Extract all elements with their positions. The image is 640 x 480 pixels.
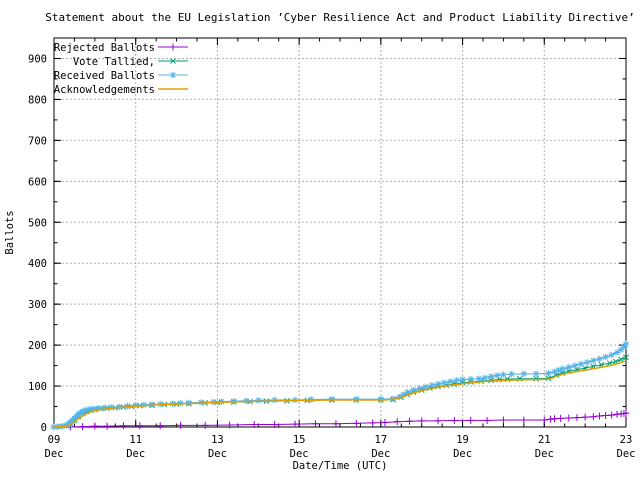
x-tick-label-day: 13 <box>211 434 224 446</box>
y-tick-label: 900 <box>28 53 47 65</box>
legend: Rejected Ballots Vote Tallied, Received Ba… <box>54 42 188 96</box>
x-tick-label-month: Dec <box>290 448 309 460</box>
y-tick-label: 600 <box>28 176 47 188</box>
y-axis-label: Ballots <box>4 210 16 254</box>
x-tick-label-day: 11 <box>129 434 142 446</box>
series-line <box>53 356 627 428</box>
x-tick-label-month: Dec <box>126 448 145 460</box>
y-tick-label: 0 <box>41 422 47 434</box>
legend-marker <box>170 58 176 64</box>
y-tick-label: 800 <box>28 94 47 106</box>
series-vote-tallied <box>51 354 629 430</box>
series-received-ballots <box>50 340 630 431</box>
y-tick-label: 100 <box>28 381 47 393</box>
series <box>50 340 630 431</box>
chart-title: Statement about the EU Legislation ’Cybe… <box>45 11 634 24</box>
star-markers <box>50 340 630 431</box>
legend-label: Received Ballots <box>54 70 155 82</box>
legend-label: Acknowledgements <box>54 84 155 96</box>
legend-entry: Acknowledgements <box>54 84 188 96</box>
x-tick-label-day: 15 <box>293 434 306 446</box>
x-tick-label-day: 09 <box>48 434 61 446</box>
x-tick-label-day: 17 <box>375 434 388 446</box>
x-axis-label: Date/Time (UTC) <box>293 460 388 472</box>
x-tick-label-month: Dec <box>45 448 64 460</box>
x-tick-label-day: 21 <box>538 434 551 446</box>
x-tick-label-day: 19 <box>456 434 469 446</box>
legend-entry: Received Ballots <box>54 70 188 82</box>
legend-entry: Rejected Ballots <box>54 42 188 54</box>
series-acknowledgements <box>53 360 627 428</box>
legend-label: Vote Tallied, <box>73 56 155 68</box>
axis-labels: Statement about the EU Legislation ’Cybe… <box>4 11 635 472</box>
series-line <box>53 343 627 428</box>
legend-marker <box>169 43 177 51</box>
y-tick-label: 200 <box>28 340 47 352</box>
y-tick-label: 500 <box>28 217 47 229</box>
x-tick-label-month: Dec <box>535 448 554 460</box>
legend-label: Rejected Ballots <box>54 42 155 54</box>
x-tick-label-month: Dec <box>371 448 390 460</box>
y-tick-label: 400 <box>28 258 47 270</box>
x-tick-label-day: 23 <box>620 434 633 446</box>
y-tick-label: 300 <box>28 299 47 311</box>
axes <box>53 37 627 428</box>
x-tick-label-month: Dec <box>617 448 636 460</box>
plot-frame <box>53 37 627 428</box>
legend-entry: Vote Tallied, <box>73 56 188 68</box>
y-tick-label: 700 <box>28 135 47 147</box>
x-tick-label-month: Dec <box>453 448 472 460</box>
series-line <box>53 360 627 428</box>
legend-marker <box>169 71 177 79</box>
cross-markers <box>51 354 629 430</box>
gridlines <box>54 38 627 427</box>
x-tick-label-month: Dec <box>208 448 227 460</box>
